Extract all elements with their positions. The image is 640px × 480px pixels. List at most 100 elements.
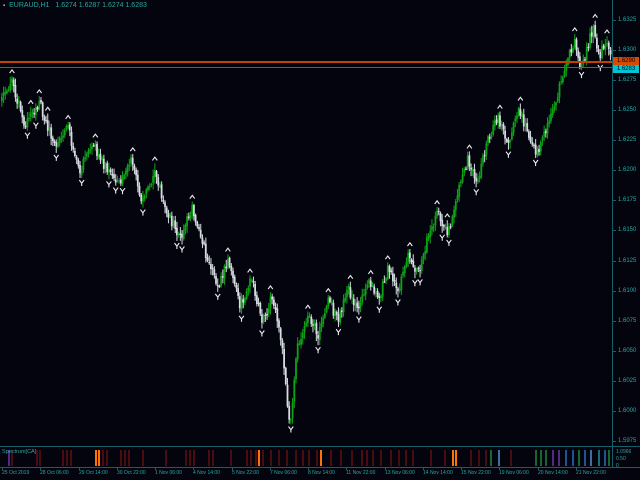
candle-body <box>419 270 421 272</box>
candle-body <box>235 285 238 289</box>
candle-body <box>89 149 92 151</box>
ask-price-line[interactable] <box>0 61 612 63</box>
candle-body <box>223 265 226 279</box>
fractal-down-arrow-icon <box>174 242 180 249</box>
candle-body <box>121 177 124 185</box>
price-chart-canvas[interactable] <box>0 0 612 446</box>
candle-body <box>79 165 81 174</box>
time-axis-label: 5 Nov 22:00 <box>232 470 259 476</box>
candle-body <box>308 316 311 318</box>
candle-body <box>558 83 561 98</box>
price-tick-mark <box>612 20 616 21</box>
candle-body <box>427 235 430 239</box>
candle-body <box>2 92 5 96</box>
fractal-up-arrow-icon <box>267 284 274 290</box>
candle-body <box>165 207 168 214</box>
candle-body <box>198 227 200 230</box>
candle-body <box>373 286 376 294</box>
candle-body <box>41 102 44 117</box>
candle-body <box>228 257 231 267</box>
fractal-up-arrow-icon <box>517 96 524 101</box>
candle-body <box>376 291 379 298</box>
subwindow-separator-top[interactable] <box>0 446 640 447</box>
candle-body <box>293 379 296 402</box>
candle-body <box>494 120 496 127</box>
candle-body <box>454 201 457 211</box>
fractal-down-arrow-icon <box>532 159 539 166</box>
candle-body <box>611 48 612 55</box>
fractal-up-arrow-icon <box>325 287 332 293</box>
price-tick-mark <box>612 110 616 111</box>
candle-body <box>62 135 64 138</box>
candle-body <box>136 174 139 187</box>
time-tick-mark <box>461 467 462 470</box>
bid-price-line[interactable] <box>0 67 612 68</box>
candle-body <box>170 215 173 227</box>
candle-body <box>322 317 325 324</box>
candle-body <box>320 323 323 328</box>
subwindow-separator-bottom[interactable] <box>0 467 640 468</box>
candle-body <box>273 299 275 306</box>
fractal-down-arrow-icon <box>356 316 362 323</box>
candle-body <box>383 281 386 283</box>
indicator-name-label: Spectrum[CA] <box>2 449 37 455</box>
candle-body <box>157 177 160 186</box>
candle-body <box>371 285 374 287</box>
candle-body <box>80 170 83 175</box>
candle-body <box>213 269 216 276</box>
candle-body <box>172 220 175 226</box>
candle-body <box>465 168 467 170</box>
candle-body <box>599 52 602 59</box>
time-axis-label: 15 Nov 22:00 <box>461 470 491 476</box>
candle-body <box>380 295 382 299</box>
candle-body <box>560 81 563 83</box>
candle-body <box>607 42 610 50</box>
price-tick-mark <box>612 321 616 322</box>
candle-body <box>232 270 234 278</box>
time-axis-label: 19 Nov 06:00 <box>499 470 529 476</box>
candle-body <box>186 216 188 227</box>
candle-body <box>507 140 510 143</box>
candle-body <box>386 265 389 280</box>
spectrum-subwindow-canvas[interactable] <box>0 447 612 467</box>
candle-body <box>531 141 534 145</box>
price-tick-mark <box>612 441 616 442</box>
candle-body <box>364 288 367 295</box>
candle-body <box>402 271 404 276</box>
candle-body <box>40 100 42 103</box>
fractal-down-arrow-icon <box>395 299 401 306</box>
candle-body <box>398 289 401 291</box>
candle-body <box>101 158 103 160</box>
fractal-up-arrow-icon <box>151 156 158 161</box>
candle-body <box>534 144 537 155</box>
candle-body <box>284 367 287 385</box>
candle-body <box>281 340 284 349</box>
candle-body <box>330 301 333 303</box>
candle-body <box>346 289 348 298</box>
candle-body <box>516 115 518 119</box>
candle-body <box>444 226 447 228</box>
candle-body <box>68 124 71 131</box>
candle-body <box>125 170 127 175</box>
candle-body <box>337 314 340 322</box>
price-tick-mark <box>612 80 616 81</box>
candle-body <box>488 137 491 139</box>
candle-body <box>329 297 331 303</box>
candle-body <box>123 174 126 179</box>
candle-body <box>145 189 148 195</box>
fractal-down-arrow-icon <box>78 179 85 186</box>
candle-body <box>140 194 143 202</box>
candle-body <box>21 110 24 118</box>
fractal-up-arrow-icon <box>347 274 354 280</box>
fractal-down-arrow-icon <box>597 64 604 72</box>
fractal-up-arrow-icon <box>497 104 503 109</box>
candle-body <box>181 233 183 238</box>
candle-body <box>473 169 476 179</box>
candle-body <box>65 126 68 130</box>
candle-body <box>420 259 423 271</box>
candle-body <box>50 127 53 139</box>
candle-body <box>356 302 359 308</box>
candle-body <box>313 324 316 326</box>
fractal-down-arrow-icon <box>288 426 294 433</box>
candle-body <box>14 85 17 98</box>
